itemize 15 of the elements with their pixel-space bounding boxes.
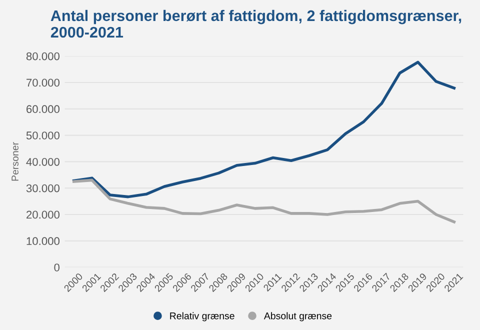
y-tick-label: 70.000 <box>26 78 60 87</box>
y-axis-title: Personer <box>12 142 18 181</box>
y-tick-label: 0 <box>54 264 60 272</box>
y-tick-label: 60.000 <box>26 105 60 114</box>
y-tick-label: 10.000 <box>26 237 60 246</box>
legend-label: Absolut grænse <box>264 312 332 322</box>
chart-title: Antal personer berørt af fattigdom, 2 fattigdomsgrænser, 2000-2021 <box>50 10 462 38</box>
legend-label: Relativ grænse <box>170 312 234 322</box>
y-tick-label: 30.000 <box>26 184 60 192</box>
y-tick-label: 50.000 <box>26 132 60 140</box>
y-tick-label: 80.000 <box>26 52 60 60</box>
line-series <box>72 178 456 224</box>
y-tick-label: 20.000 <box>26 210 60 219</box>
y-tick-label: 40.000 <box>26 158 60 166</box>
line-series <box>72 60 456 198</box>
